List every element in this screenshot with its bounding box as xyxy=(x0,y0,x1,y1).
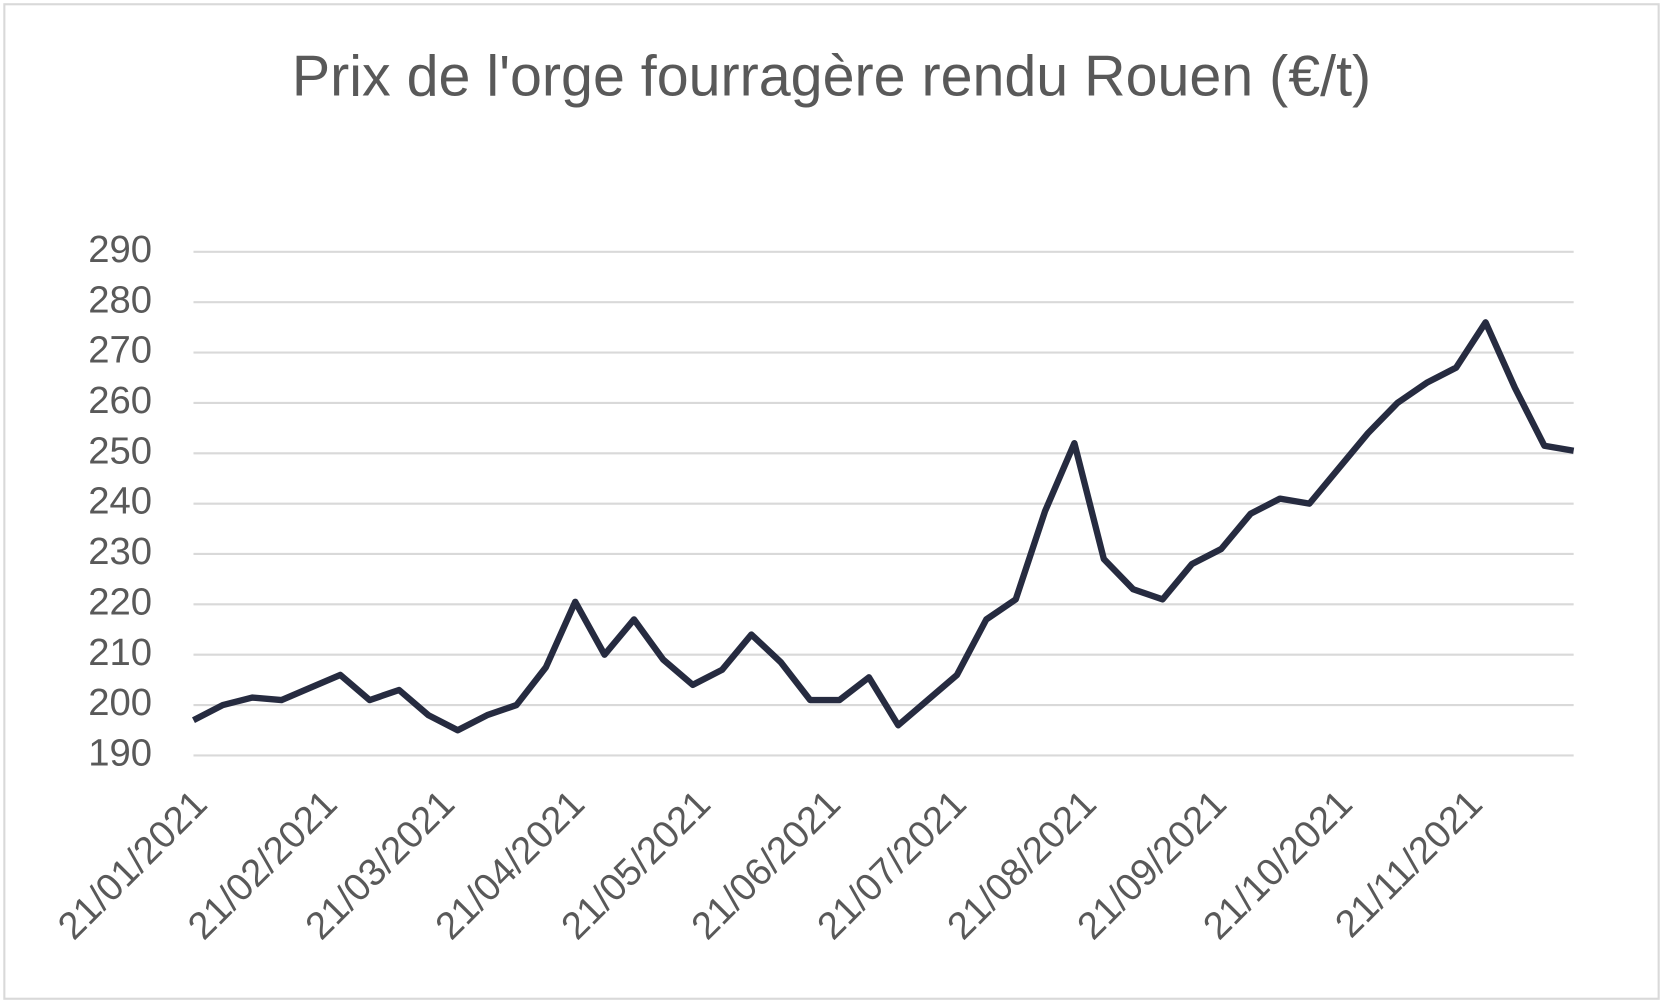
y-tick-label: 190 xyxy=(88,732,152,775)
y-tick-label: 210 xyxy=(88,631,152,674)
y-tick-label: 220 xyxy=(88,580,152,623)
chart-frame xyxy=(3,3,1660,1000)
series-line xyxy=(192,319,1575,734)
y-tick-label: 240 xyxy=(88,480,152,523)
y-tick-label: 290 xyxy=(88,228,152,271)
y-tick-label: 280 xyxy=(88,278,152,321)
y-tick-label: 230 xyxy=(88,530,152,573)
title-box: Prix de l'orge fourragère rendu Rouen (€… xyxy=(291,44,1372,109)
y-tick-label: 270 xyxy=(88,329,152,372)
y-tick-label: 250 xyxy=(88,429,152,472)
y-tick-label: 200 xyxy=(88,681,152,724)
chart-title: Prix de l'orge fourragère rendu Rouen (€… xyxy=(291,44,1372,109)
y-tick-label: 260 xyxy=(88,379,152,422)
